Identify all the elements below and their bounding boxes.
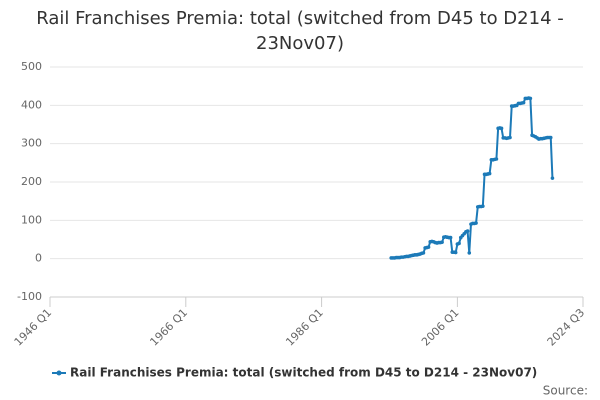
chart-title: Rail Franchises Premia: total (switched … [36, 8, 564, 54]
y-tick-label: -100 [17, 290, 42, 303]
point [550, 176, 555, 180]
point [448, 235, 453, 240]
y-tick-label: 400 [21, 98, 42, 111]
x-tick-label: 2024 Q3 [545, 306, 588, 349]
point [548, 135, 553, 140]
point [481, 204, 485, 208]
y-tick-label: 500 [21, 60, 42, 73]
line [391, 97, 554, 259]
x-tick-label: 1946 Q1 [12, 306, 55, 349]
legend-marker [56, 370, 62, 376]
y-tick-label: 100 [21, 213, 42, 226]
point [440, 240, 444, 244]
point [521, 100, 526, 105]
point [499, 126, 504, 131]
point [457, 241, 461, 246]
point [426, 245, 431, 249]
legend-label: Rail Franchises Premia: total (switched … [70, 366, 537, 380]
x-tick-label: 2006 Q1 [419, 306, 462, 349]
point [453, 250, 458, 255]
point [474, 221, 478, 225]
point [421, 251, 426, 255]
source: Source: [543, 384, 588, 398]
x-tick-label: 1966 Q1 [148, 306, 191, 349]
point [508, 135, 512, 140]
point [487, 171, 492, 176]
x-tick-label: 1986 Q1 [283, 306, 326, 349]
point [528, 96, 533, 101]
point [494, 157, 499, 161]
y-tick-label: 200 [21, 175, 42, 188]
point [465, 229, 470, 233]
y-tick-label: 0 [35, 252, 42, 265]
point [467, 251, 472, 255]
y-tick-label: 300 [21, 137, 42, 150]
